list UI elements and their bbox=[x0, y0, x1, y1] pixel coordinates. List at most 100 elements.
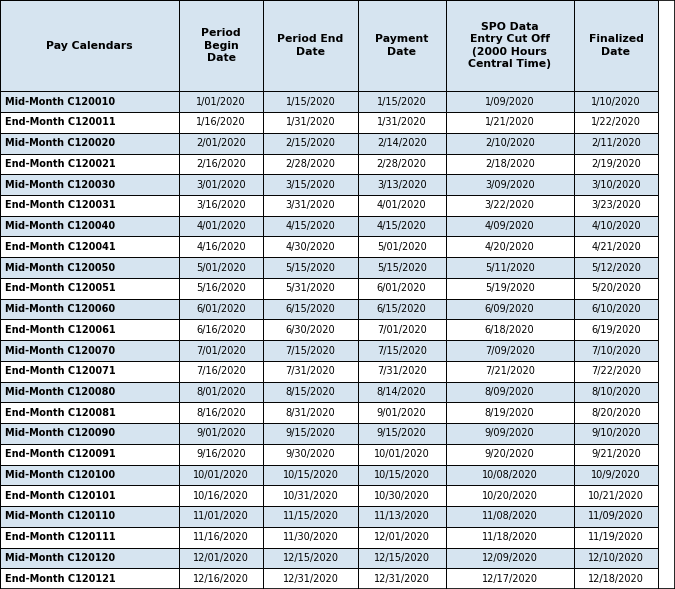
Text: 2/11/2020: 2/11/2020 bbox=[591, 138, 641, 148]
Bar bbox=[358, 319, 446, 340]
Text: 12/15/2020: 12/15/2020 bbox=[374, 553, 429, 563]
Bar bbox=[0, 423, 179, 444]
Bar bbox=[574, 340, 658, 361]
Bar bbox=[358, 112, 446, 133]
Text: End-Month C120041: End-Month C120041 bbox=[5, 242, 116, 252]
Text: 8/01/2020: 8/01/2020 bbox=[196, 387, 246, 397]
Text: 7/31/2020: 7/31/2020 bbox=[377, 366, 427, 376]
Text: 12/31/2020: 12/31/2020 bbox=[283, 574, 338, 584]
Bar bbox=[179, 548, 263, 568]
Text: 1/31/2020: 1/31/2020 bbox=[286, 117, 335, 127]
Bar bbox=[179, 236, 263, 257]
Bar bbox=[446, 278, 574, 299]
Text: SPO Data
Entry Cut Off
(2000 Hours
Central Time): SPO Data Entry Cut Off (2000 Hours Centr… bbox=[468, 22, 551, 70]
Text: Payment
Date: Payment Date bbox=[375, 34, 429, 57]
Text: End-Month C120061: End-Month C120061 bbox=[5, 325, 116, 335]
Text: 12/01/2020: 12/01/2020 bbox=[193, 553, 249, 563]
Text: 2/16/2020: 2/16/2020 bbox=[196, 159, 246, 169]
Bar bbox=[263, 195, 358, 216]
Text: 11/18/2020: 11/18/2020 bbox=[482, 532, 537, 542]
Bar bbox=[179, 382, 263, 402]
Text: End-Month C120011: End-Month C120011 bbox=[5, 117, 116, 127]
Bar bbox=[358, 340, 446, 361]
Text: 5/16/2020: 5/16/2020 bbox=[196, 283, 246, 293]
Bar bbox=[446, 444, 574, 465]
Text: 3/31/2020: 3/31/2020 bbox=[286, 200, 335, 210]
Bar bbox=[574, 0, 658, 91]
Bar bbox=[179, 527, 263, 548]
Text: End-Month C120091: End-Month C120091 bbox=[5, 449, 116, 459]
Text: 1/01/2020: 1/01/2020 bbox=[196, 97, 246, 107]
Bar bbox=[263, 361, 358, 382]
Bar bbox=[574, 423, 658, 444]
Text: 10/31/2020: 10/31/2020 bbox=[283, 491, 338, 501]
Bar bbox=[358, 195, 446, 216]
Bar bbox=[179, 112, 263, 133]
Bar bbox=[446, 195, 574, 216]
Text: 2/10/2020: 2/10/2020 bbox=[485, 138, 535, 148]
Text: 3/22/2020: 3/22/2020 bbox=[485, 200, 535, 210]
Text: 12/16/2020: 12/16/2020 bbox=[193, 574, 249, 584]
Bar bbox=[263, 319, 358, 340]
Text: Mid-Month C120010: Mid-Month C120010 bbox=[5, 97, 115, 107]
Bar bbox=[358, 423, 446, 444]
Bar bbox=[179, 402, 263, 423]
Text: 5/01/2020: 5/01/2020 bbox=[377, 242, 427, 252]
Text: 7/09/2020: 7/09/2020 bbox=[485, 346, 535, 356]
Text: 5/31/2020: 5/31/2020 bbox=[286, 283, 335, 293]
Text: 11/09/2020: 11/09/2020 bbox=[588, 511, 644, 521]
Text: 7/21/2020: 7/21/2020 bbox=[485, 366, 535, 376]
Text: 7/16/2020: 7/16/2020 bbox=[196, 366, 246, 376]
Text: 11/16/2020: 11/16/2020 bbox=[193, 532, 249, 542]
Bar bbox=[574, 506, 658, 527]
Text: Mid-Month C120030: Mid-Month C120030 bbox=[5, 180, 115, 190]
Bar bbox=[179, 174, 263, 195]
Bar bbox=[446, 154, 574, 174]
Bar bbox=[574, 568, 658, 589]
Text: 2/28/2020: 2/28/2020 bbox=[377, 159, 427, 169]
Bar bbox=[358, 216, 446, 236]
Text: 6/10/2020: 6/10/2020 bbox=[591, 304, 641, 314]
Text: 5/11/2020: 5/11/2020 bbox=[485, 263, 535, 273]
Text: 1/15/2020: 1/15/2020 bbox=[286, 97, 335, 107]
Text: 8/14/2020: 8/14/2020 bbox=[377, 387, 427, 397]
Bar bbox=[263, 485, 358, 506]
Text: Mid-Month C120120: Mid-Month C120120 bbox=[5, 553, 115, 563]
Bar bbox=[179, 278, 263, 299]
Text: End-Month C120031: End-Month C120031 bbox=[5, 200, 116, 210]
Text: Mid-Month C120090: Mid-Month C120090 bbox=[5, 428, 115, 438]
Text: 3/09/2020: 3/09/2020 bbox=[485, 180, 535, 190]
Bar bbox=[0, 236, 179, 257]
Bar bbox=[0, 527, 179, 548]
Bar bbox=[263, 527, 358, 548]
Bar bbox=[358, 91, 446, 112]
Text: 12/31/2020: 12/31/2020 bbox=[374, 574, 429, 584]
Text: 12/15/2020: 12/15/2020 bbox=[283, 553, 338, 563]
Bar bbox=[446, 527, 574, 548]
Text: 10/01/2020: 10/01/2020 bbox=[193, 470, 249, 480]
Text: 8/19/2020: 8/19/2020 bbox=[485, 408, 535, 418]
Bar bbox=[179, 0, 263, 91]
Bar bbox=[263, 506, 358, 527]
Bar bbox=[179, 444, 263, 465]
Bar bbox=[0, 299, 179, 319]
Bar bbox=[574, 402, 658, 423]
Text: 1/15/2020: 1/15/2020 bbox=[377, 97, 427, 107]
Text: 1/22/2020: 1/22/2020 bbox=[591, 117, 641, 127]
Text: 3/10/2020: 3/10/2020 bbox=[591, 180, 641, 190]
Text: 10/08/2020: 10/08/2020 bbox=[482, 470, 537, 480]
Bar bbox=[358, 278, 446, 299]
Bar bbox=[179, 154, 263, 174]
Text: 7/15/2020: 7/15/2020 bbox=[286, 346, 335, 356]
Bar bbox=[574, 278, 658, 299]
Text: 8/31/2020: 8/31/2020 bbox=[286, 408, 335, 418]
Bar bbox=[179, 465, 263, 485]
Bar bbox=[0, 382, 179, 402]
Bar bbox=[179, 216, 263, 236]
Bar bbox=[263, 278, 358, 299]
Bar bbox=[574, 361, 658, 382]
Text: 8/09/2020: 8/09/2020 bbox=[485, 387, 535, 397]
Text: 1/09/2020: 1/09/2020 bbox=[485, 97, 535, 107]
Text: 2/01/2020: 2/01/2020 bbox=[196, 138, 246, 148]
Bar bbox=[574, 112, 658, 133]
